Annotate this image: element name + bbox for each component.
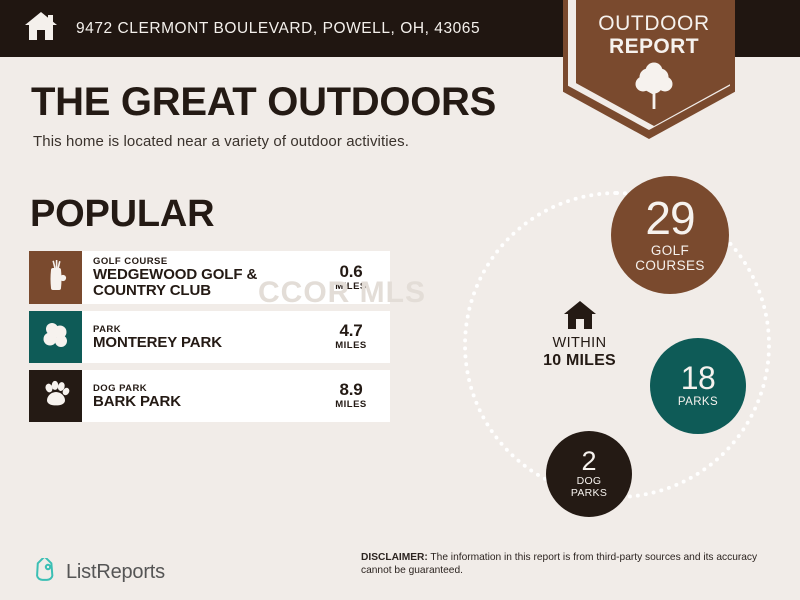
disclaimer: DISCLAIMER: The information in this repo…	[361, 552, 781, 577]
list-item-distance: 4.7 MILES	[318, 311, 390, 363]
stat-label-line-2: COURSES	[635, 258, 705, 273]
list-item-distance-unit: MILES	[335, 340, 367, 351]
stat-value: 18	[680, 360, 716, 396]
stat-bubble-golf-courses: 29 GOLF COURSES	[611, 176, 729, 294]
dial-center-line-1: WITHIN	[552, 335, 607, 351]
stat-value: 29	[645, 192, 695, 244]
stat-label-line-2: PARKS	[570, 486, 608, 499]
list-item-icon-tile	[29, 370, 82, 422]
list-item[interactable]: DOG PARK BARK PARK 8.9 MILES	[29, 370, 390, 422]
house-icon	[563, 301, 597, 334]
list-item-distance-value: 0.6	[339, 261, 363, 281]
outdoor-report-badge: OUTDOOR REPORT	[563, 0, 735, 139]
golf-bag-icon	[43, 260, 69, 295]
tree-icon	[41, 322, 71, 353]
badge-line-2: REPORT	[609, 35, 699, 58]
stat-label-line-1: DOG	[576, 475, 602, 487]
header-address: 9472 CLERMONT BOULEVARD, POWELL, OH, 430…	[76, 19, 481, 37]
list-item-text: PARK MONTEREY PARK	[82, 311, 318, 363]
stat-label: GOLF COURSES	[635, 243, 705, 273]
stat-label: DOG PARKS	[570, 475, 608, 499]
list-item[interactable]: PARK MONTEREY PARK 4.7 MILES	[29, 311, 390, 363]
list-item-name: BARK PARK	[93, 392, 181, 410]
dial-center: WITHIN 10 MILES	[512, 300, 647, 370]
list-item-category: GOLF COURSE	[93, 256, 168, 267]
stat-label-line-1: GOLF	[650, 243, 690, 258]
list-item-category: PARK	[93, 323, 122, 335]
page-title: THE GREAT OUTDOORS	[31, 80, 496, 124]
list-item-name: WEDGEWOOD GOLF & COUNTRY CLUB	[93, 266, 258, 299]
listreports-house-tag-icon	[33, 555, 57, 587]
stat-bubble-dog-parks: 2 DOG PARKS	[546, 431, 632, 517]
list-item-distance-value: 8.9	[339, 380, 363, 399]
watermark: CCOR MLS	[258, 276, 426, 309]
stat-bubble-parks: 18 PARKS	[650, 338, 746, 434]
disclaimer-text: The information in this report is from t…	[361, 552, 758, 576]
list-item-distance-value: 4.7	[339, 321, 363, 340]
list-item[interactable]: GOLF COURSE WEDGEWOOD GOLF & COUNTRY CLU…	[29, 251, 390, 304]
stat-label: PARKS	[678, 396, 718, 409]
list-item-name: MONTEREY PARK	[93, 333, 222, 351]
section-heading-popular: POPULAR	[30, 193, 215, 235]
list-item-distance: 0.6 MILES	[318, 251, 390, 304]
list-item-distance-unit: MILES	[335, 399, 367, 410]
list-item-icon-tile	[29, 251, 82, 304]
listreports-logo[interactable]: ListReports	[33, 555, 165, 587]
listreports-logo-text: ListReports	[66, 561, 165, 583]
list-item-icon-tile	[29, 311, 82, 363]
page-subtitle: This home is located near a variety of o…	[33, 133, 409, 150]
disclaimer-label: DISCLAIMER:	[361, 552, 428, 563]
badge-inner-border: OUTDOOR REPORT	[568, 0, 730, 130]
tree-icon	[634, 62, 674, 115]
stat-value: 2	[581, 446, 597, 476]
badge-line-1: OUTDOOR	[598, 12, 710, 35]
house-icon	[24, 11, 58, 46]
badge-core: OUTDOOR REPORT	[576, 0, 730, 126]
list-item-text: GOLF COURSE WEDGEWOOD GOLF & COUNTRY CLU…	[82, 251, 318, 304]
list-item-text: DOG PARK BARK PARK	[82, 370, 318, 422]
popular-list: GOLF COURSE WEDGEWOOD GOLF & COUNTRY CLU…	[29, 251, 390, 429]
stat-label-line-1: PARKS	[677, 396, 719, 408]
paw-icon	[42, 380, 70, 413]
dial-center-line-2: 10 MILES	[543, 352, 616, 369]
list-item-category: DOG PARK	[93, 382, 148, 394]
list-item-distance: 8.9 MILES	[318, 370, 390, 422]
list-item-distance-unit: MILES	[335, 280, 367, 292]
